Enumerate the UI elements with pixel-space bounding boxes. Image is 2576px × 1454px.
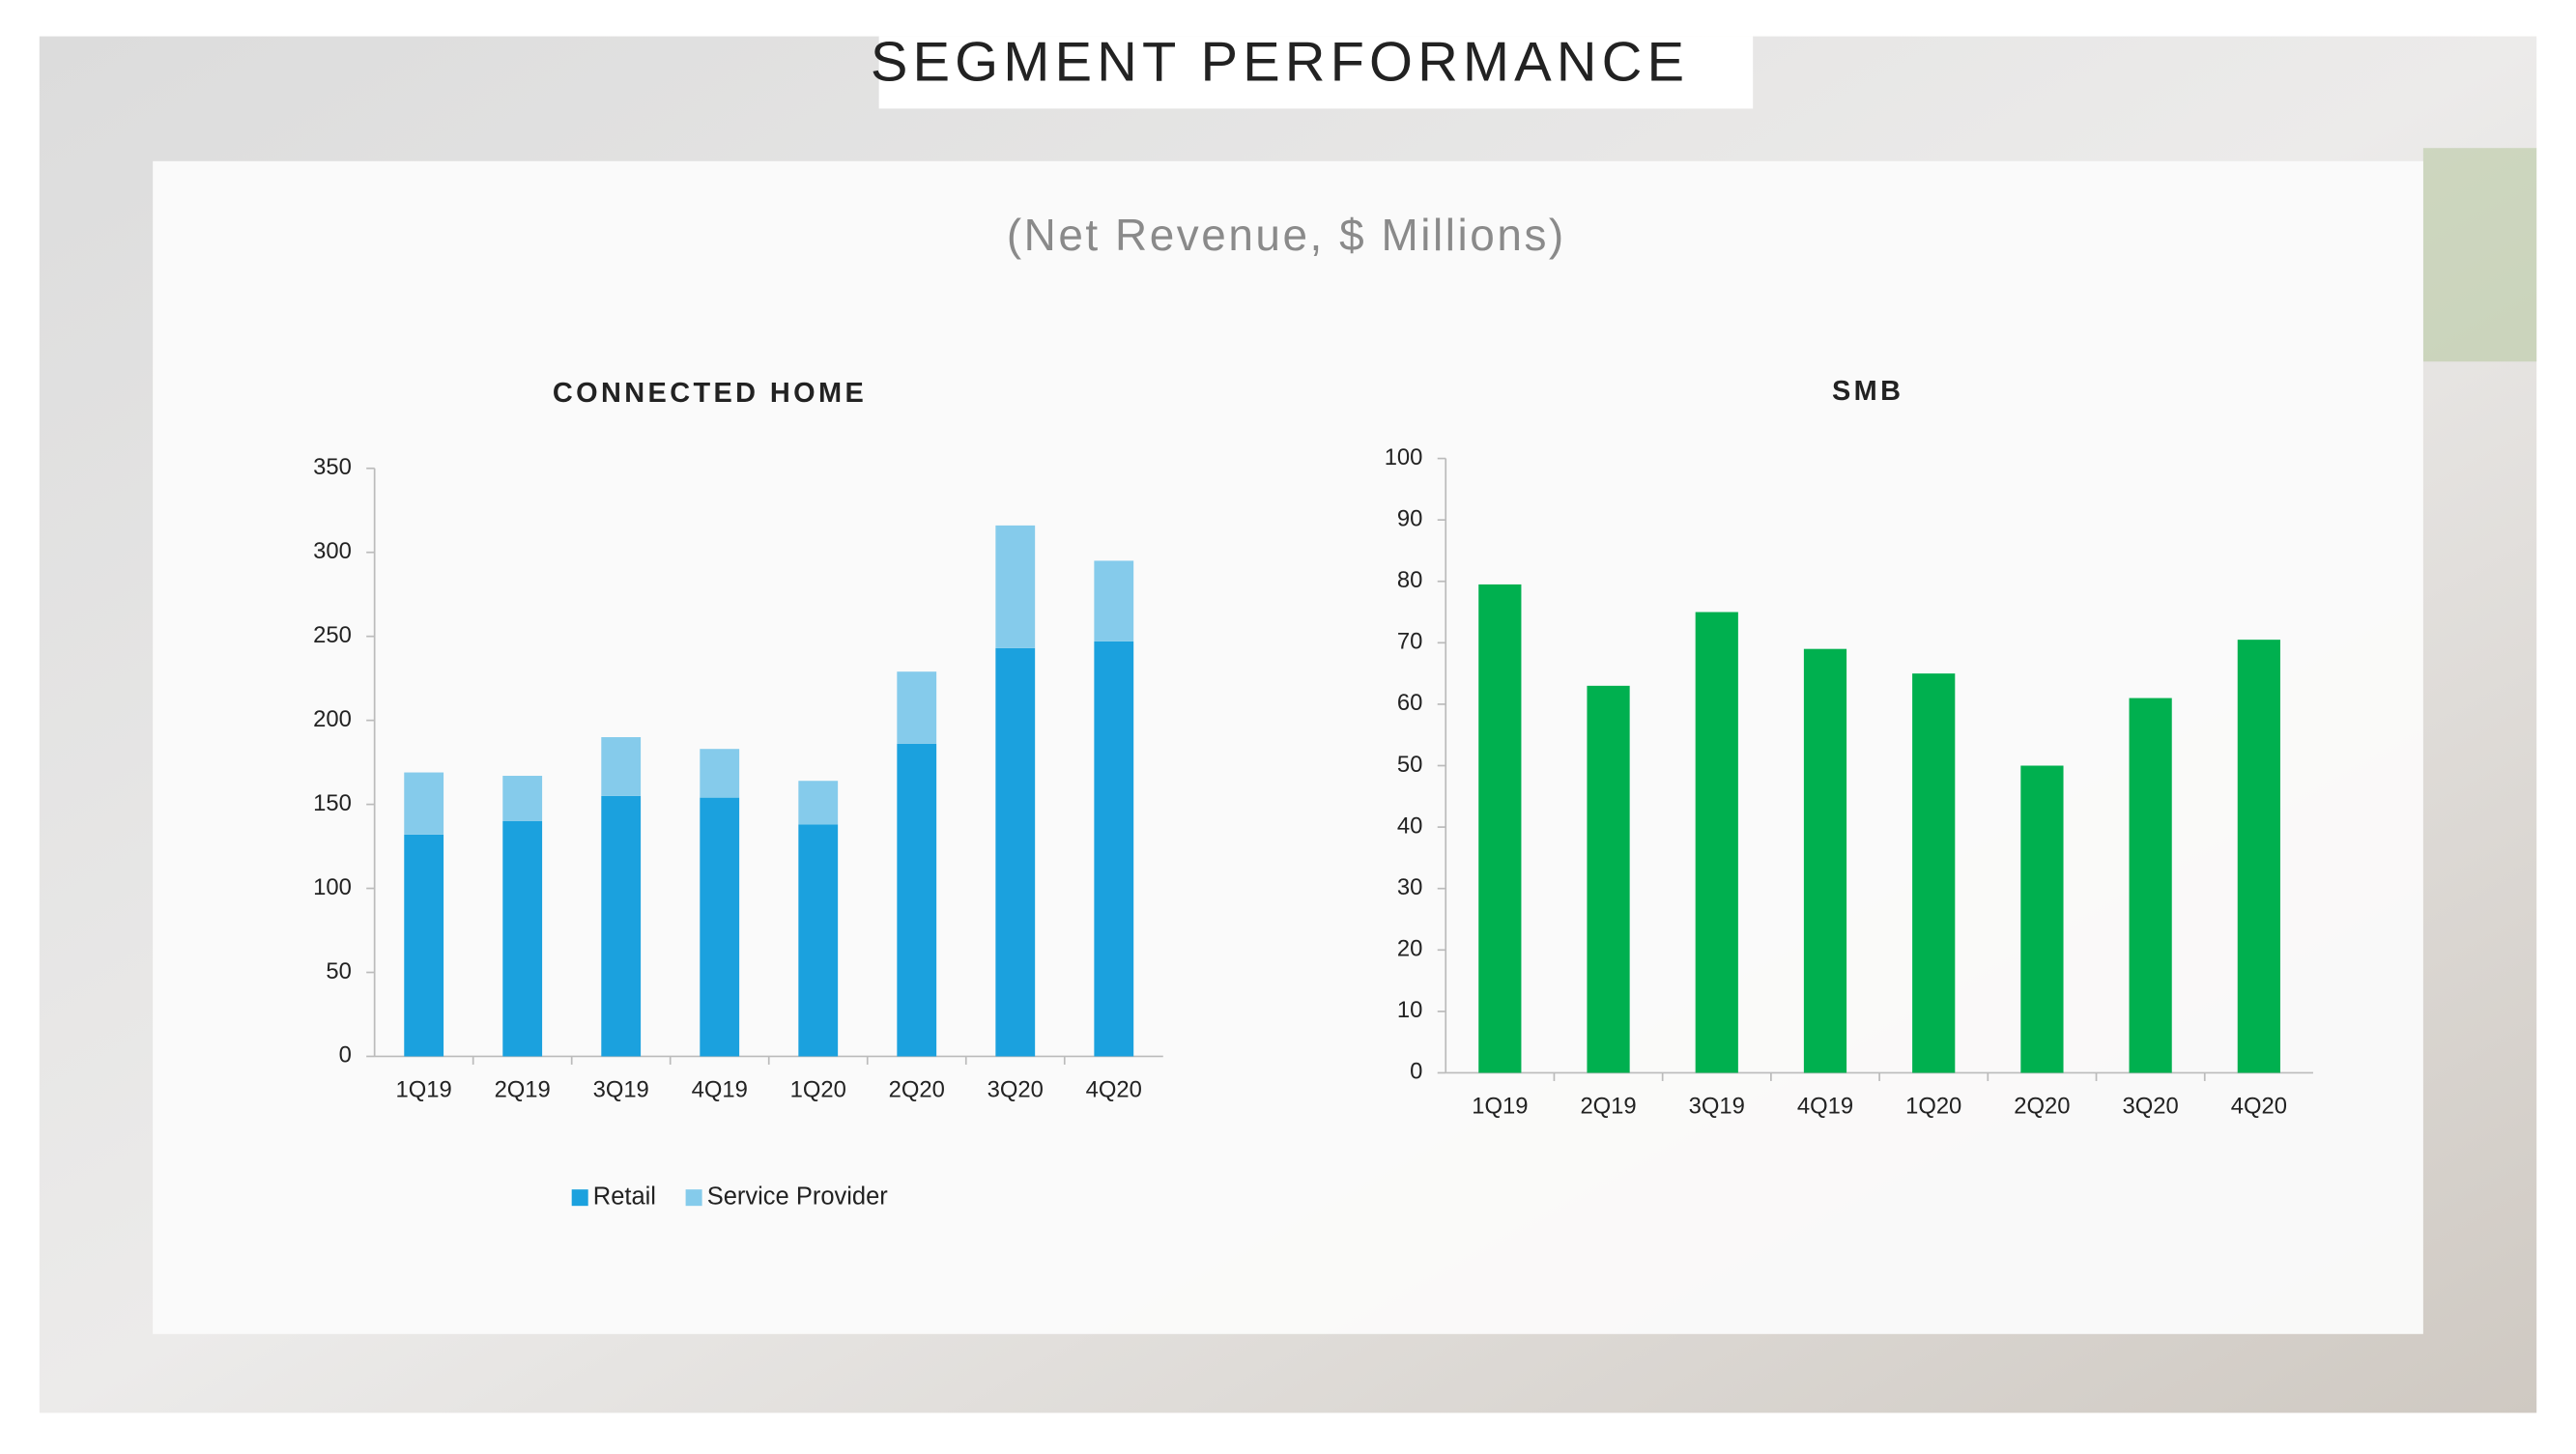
legend-swatch <box>571 1189 588 1207</box>
bar-segment <box>1094 560 1134 641</box>
bar-segment <box>404 834 444 1057</box>
bar <box>1803 648 1847 1073</box>
bar <box>2237 640 2280 1073</box>
y-tick-label: 90 <box>1397 505 1422 531</box>
bar-segment <box>798 824 839 1057</box>
y-tick-label: 40 <box>1397 813 1422 839</box>
x-tick-label: 2Q19 <box>1580 1093 1636 1119</box>
x-tick-label: 4Q20 <box>1086 1076 1142 1102</box>
bar-segment <box>700 797 740 1057</box>
content-panel <box>153 160 2423 1334</box>
bar-segment <box>897 671 937 744</box>
chart-title: CONNECTED HOME <box>553 378 867 409</box>
y-tick-label: 100 <box>1385 444 1423 470</box>
legend-swatch <box>685 1189 702 1207</box>
chart-title: SMB <box>1832 376 1903 407</box>
bar-segment <box>502 820 543 1057</box>
y-tick-label: 350 <box>313 454 352 480</box>
x-tick-label: 1Q19 <box>396 1076 452 1102</box>
plant <box>2422 148 2537 362</box>
x-tick-label: 3Q19 <box>1689 1093 1745 1119</box>
y-tick-label: 300 <box>313 538 352 564</box>
y-tick-label: 200 <box>313 706 352 732</box>
bar <box>1478 584 1522 1073</box>
bar <box>1695 612 1738 1073</box>
bar-segment <box>404 772 444 835</box>
x-tick-label: 4Q20 <box>2231 1093 2287 1119</box>
x-tick-label: 3Q20 <box>987 1076 1044 1102</box>
bar-segment <box>1094 641 1134 1057</box>
bar-segment <box>601 737 642 796</box>
bar <box>1587 685 1630 1073</box>
y-tick-label: 100 <box>313 874 352 900</box>
bar-segment <box>995 525 1036 648</box>
bar <box>2020 765 2064 1073</box>
y-tick-label: 10 <box>1397 997 1422 1023</box>
y-tick-label: 150 <box>313 790 352 816</box>
bar-segment <box>700 749 740 798</box>
x-tick-label: 1Q20 <box>790 1076 846 1102</box>
legend-label: Service Provider <box>707 1183 889 1210</box>
x-tick-label: 4Q19 <box>692 1076 748 1102</box>
bar-segment <box>601 795 642 1057</box>
y-tick-label: 60 <box>1397 690 1422 716</box>
y-tick-label: 50 <box>326 958 351 984</box>
bar-segment <box>502 776 543 821</box>
y-tick-label: 50 <box>1397 752 1422 778</box>
y-tick-label: 250 <box>313 622 352 648</box>
title-box <box>878 36 1754 109</box>
y-tick-label: 80 <box>1397 567 1422 593</box>
bar-segment <box>897 743 937 1057</box>
y-tick-label: 70 <box>1397 629 1422 655</box>
x-tick-label: 4Q19 <box>1797 1093 1853 1119</box>
x-tick-label: 3Q19 <box>593 1076 649 1102</box>
legend-label: Retail <box>593 1183 656 1210</box>
y-tick-label: 0 <box>339 1042 352 1069</box>
x-tick-label: 3Q20 <box>2123 1093 2179 1119</box>
y-tick-label: 20 <box>1397 936 1422 962</box>
y-tick-label: 30 <box>1397 874 1422 900</box>
x-tick-label: 2Q20 <box>2014 1093 2070 1119</box>
bar-segment <box>995 647 1036 1057</box>
x-tick-label: 1Q19 <box>1472 1093 1528 1119</box>
page-subtitle: (Net Revenue, $ Millions) <box>1007 210 1566 260</box>
x-tick-label: 2Q19 <box>495 1076 551 1102</box>
bar <box>1912 673 1956 1073</box>
y-tick-label: 0 <box>1410 1059 1422 1085</box>
bar <box>2129 698 2172 1073</box>
bar-segment <box>798 781 839 825</box>
page-title: SEGMENT PERFORMANCE <box>871 31 1689 93</box>
x-tick-label: 1Q20 <box>1905 1093 1961 1119</box>
x-tick-label: 2Q20 <box>889 1076 945 1102</box>
